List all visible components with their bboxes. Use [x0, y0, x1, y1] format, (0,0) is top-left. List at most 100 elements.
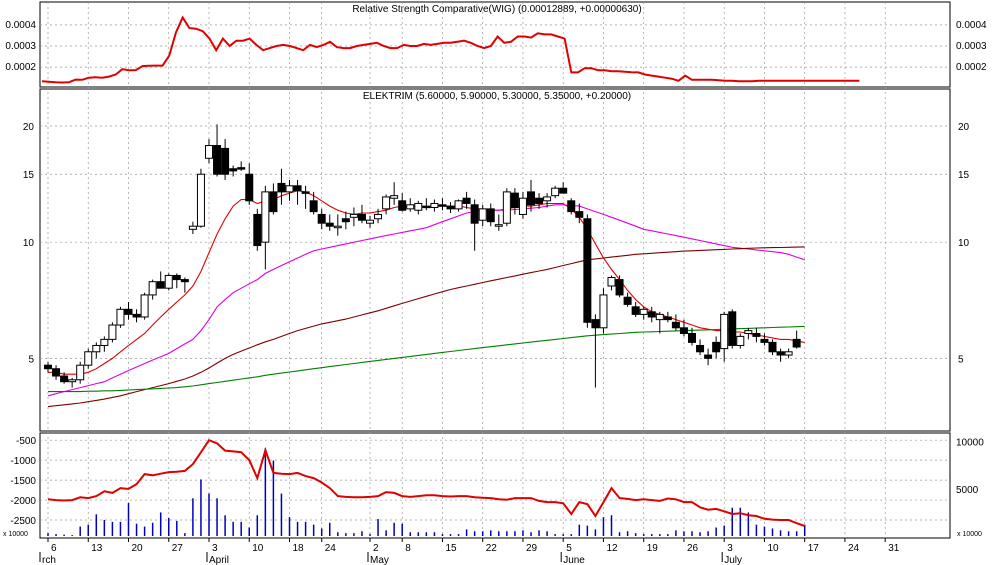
candle-down — [172, 274, 181, 281]
axis-labels: 6 13 20 27 3 10 18 24 2 8 15 22 29 5 12 19 26 3 10 17 24 31 rc… — [5, 20, 987, 565]
candle-down — [446, 205, 455, 210]
month-label: April — [209, 555, 229, 565]
candle-down — [253, 213, 262, 247]
candle-up — [494, 224, 503, 227]
rsc-y-tick-label-right: 0.0003 — [956, 41, 987, 52]
candle-up — [196, 173, 205, 227]
rsc-title: Relative Strength Comparative(WIG) (0.00… — [352, 4, 641, 15]
x-tick-label: 27 — [172, 543, 184, 554]
candle-up — [349, 213, 358, 218]
moving-averages — [47, 190, 805, 408]
x-tick-label: 10 — [767, 543, 779, 554]
candle-up — [543, 196, 552, 202]
candle-up — [205, 145, 213, 159]
candle-down — [647, 311, 656, 318]
candle-up — [430, 202, 439, 208]
ma_mid-line — [47, 204, 805, 397]
x-tick-label: 20 — [132, 543, 144, 554]
candle-down — [792, 338, 801, 348]
month-label: May — [370, 555, 389, 565]
volume-y-tick-label: 10000 — [956, 438, 984, 449]
x-tick-label: 13 — [91, 543, 103, 554]
price-y-tick-label-left: 20 — [23, 122, 35, 133]
x-tick-label: 8 — [405, 543, 411, 554]
x-tick-label: 18 — [293, 543, 305, 554]
x-tick-label: 29 — [526, 543, 538, 554]
candle-down — [462, 197, 471, 204]
candle-up — [261, 191, 270, 243]
candle-up — [92, 344, 101, 353]
candle-up — [116, 308, 125, 326]
candlesticks — [44, 124, 801, 388]
candle-down — [124, 308, 133, 315]
x-tick-label: 24 — [325, 543, 337, 554]
candle-down — [438, 204, 447, 207]
candle-up — [333, 225, 342, 229]
candle-up — [502, 191, 511, 224]
price-y-tick-label-right: 20 — [958, 122, 970, 133]
candle-up — [164, 274, 173, 289]
candle-up — [639, 308, 648, 315]
rsc-y-tick-label-right: 0.0002 — [956, 62, 987, 73]
candle-up — [100, 338, 109, 346]
month-label: June — [563, 555, 585, 565]
candle-up — [454, 200, 463, 210]
price-y-tick-label-left: 5 — [28, 354, 34, 365]
x-tick-label: 17 — [808, 543, 820, 554]
candle-up — [188, 225, 197, 230]
rsc-y-tick-label-left: 0.0002 — [5, 62, 36, 73]
x-tick-label: 3 — [212, 543, 218, 554]
price-y-tick-label-right: 15 — [958, 170, 970, 181]
candle-down — [704, 354, 713, 359]
obv-y-tick-label: -2500 — [10, 516, 36, 527]
obv-line — [47, 438, 806, 527]
month-label: rch — [42, 555, 56, 565]
candle-up — [374, 213, 383, 220]
candle-up — [108, 324, 117, 340]
candle-up — [390, 195, 399, 199]
candle-up — [148, 281, 157, 296]
candle-down — [301, 191, 310, 194]
candle-down — [752, 332, 761, 337]
x-tick-label: 2 — [373, 543, 379, 554]
price-y-tick-label-left: 10 — [23, 238, 35, 249]
volume-y-tick-label: 5000 — [956, 485, 979, 496]
candle-down — [527, 191, 535, 206]
candle-down — [776, 351, 785, 356]
volume-panel-frame — [39, 432, 951, 539]
obv-y-tick-label: -1000 — [10, 456, 36, 467]
obv-y-tick-label: -500 — [16, 436, 36, 447]
candle-down — [269, 191, 278, 213]
candle-up — [68, 379, 77, 383]
candle-down — [696, 344, 705, 353]
x-tick-label: 15 — [445, 543, 457, 554]
x-tick-label: 6 — [51, 543, 57, 554]
x-tick-label: 5 — [566, 543, 572, 554]
candle-down — [615, 279, 624, 296]
x-tick-label: 10 — [252, 543, 264, 554]
candle-up — [655, 313, 664, 321]
candle-down — [237, 167, 246, 170]
x-tick-label: 19 — [647, 543, 659, 554]
price-y-tick-label-right: 10 — [958, 238, 970, 249]
candle-down — [277, 182, 286, 193]
candle-up — [84, 351, 93, 366]
candle-down — [398, 200, 407, 211]
candle-up — [720, 313, 729, 350]
candle-down — [510, 192, 519, 208]
candle-down — [357, 213, 366, 221]
candle-up — [366, 219, 374, 224]
rsc-y-tick-label-left: 0.0004 — [5, 20, 36, 31]
candle-down — [535, 197, 544, 204]
obv-y-tick-label: -2000 — [10, 496, 36, 507]
candle-down — [213, 145, 222, 175]
candle-up — [744, 330, 753, 334]
candle-down — [583, 218, 592, 323]
candle-up — [784, 351, 793, 356]
candle-down — [60, 375, 69, 383]
ma_vlong-line — [48, 325, 805, 393]
candle-down — [245, 173, 254, 202]
candle-down — [712, 341, 721, 353]
price-panel-frame — [39, 88, 951, 432]
candle-down — [760, 338, 769, 343]
